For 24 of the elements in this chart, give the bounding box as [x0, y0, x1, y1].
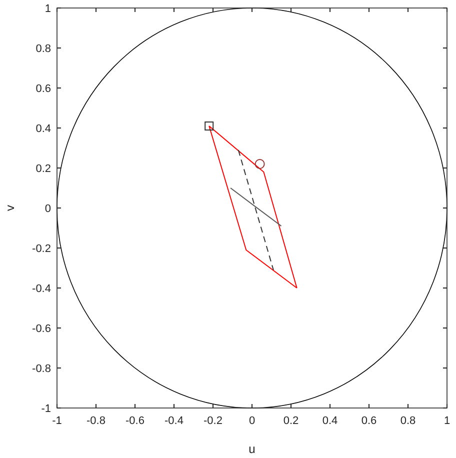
y-tick-label: 0.6 [36, 83, 51, 95]
y-tick-label: -0.6 [32, 323, 51, 335]
y-tick-label: -0.4 [32, 283, 51, 295]
x-tick-label: -0.4 [164, 415, 184, 427]
x-tick-label: 0.6 [361, 415, 377, 427]
y-tick-label: 0.8 [36, 43, 51, 55]
y-axis-title: v [3, 205, 17, 211]
y-tick-label: 0.2 [36, 163, 51, 175]
x-tick-label: -1 [52, 415, 62, 427]
x-tick-label: 0.8 [400, 415, 416, 427]
y-tick-label: 1 [44, 3, 51, 15]
x-tick-label: 0 [248, 415, 256, 427]
x-tick-label: -0.2 [204, 415, 222, 427]
y-tick-label: -0.2 [32, 243, 51, 255]
x-tick-label: 0.4 [322, 415, 338, 427]
x-tick-label: 1 [444, 415, 450, 427]
y-tick-label: 0.4 [36, 123, 51, 135]
x-tick-label: -0.6 [126, 415, 144, 427]
y-tick-label: 0 [44, 203, 51, 215]
x-axis-title: u [248, 442, 256, 456]
y-tick-label: -0.8 [32, 363, 51, 375]
x-tick-label: 0.2 [283, 415, 299, 427]
y-tick-label: -1 [41, 403, 51, 415]
x-tick-label: -0.8 [86, 415, 106, 427]
